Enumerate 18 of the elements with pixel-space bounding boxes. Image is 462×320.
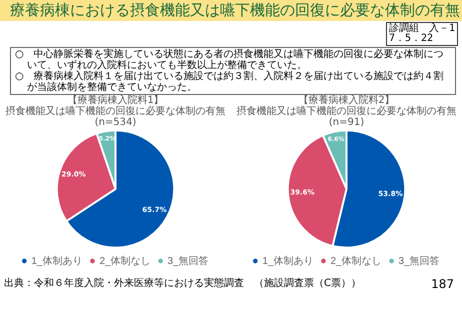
text: 診調組 入－1 7．5．22: [386, 22, 458, 46]
legend-label: 3_無回答: [398, 254, 440, 267]
text: 療養病棟における摂食機能又は嚥下機能の回復に必要な体制の有無: [0, 0, 462, 21]
legend-label: 1_体制あり: [262, 254, 314, 267]
chart-subtitle: 摂食機能又は嚥下機能の回復に必要な体制の有無: [6, 106, 226, 117]
text: ○ 療養病棟入院料１を届け出ている施設では約３割、入院料２を届け出ている施設では約４割が当該体制を整備できていなかった。: [15, 71, 445, 93]
legend-label: 1_体制あり: [31, 254, 82, 267]
legend-label: 3_無回答: [168, 254, 209, 267]
chart-title: 【療養病棟入院料1】: [67, 95, 164, 106]
text: (n=91): [328, 117, 364, 128]
text: ○ 中心静脈栄養を実施している状態にある者の摂食機能又は嚥下機能の回復に必要な体制について、いずれの入院料においても半数以上が整備できていた。: [15, 49, 445, 71]
text: (n=534): [94, 117, 136, 128]
source-note: 出典：令和６年度入院・外来医療等における実態調査 （施設調査票（C票））: [4, 278, 361, 290]
legend-label: 2_体制なし: [330, 254, 382, 267]
chart-subtitle: 摂食機能又は嚥下機能の回復に必要な体制の有無: [236, 106, 456, 117]
chart-title: 【療養病棟入院料2】: [298, 95, 395, 106]
text: 187: [431, 277, 454, 291]
legend-label: 2_体制なし: [99, 254, 151, 267]
